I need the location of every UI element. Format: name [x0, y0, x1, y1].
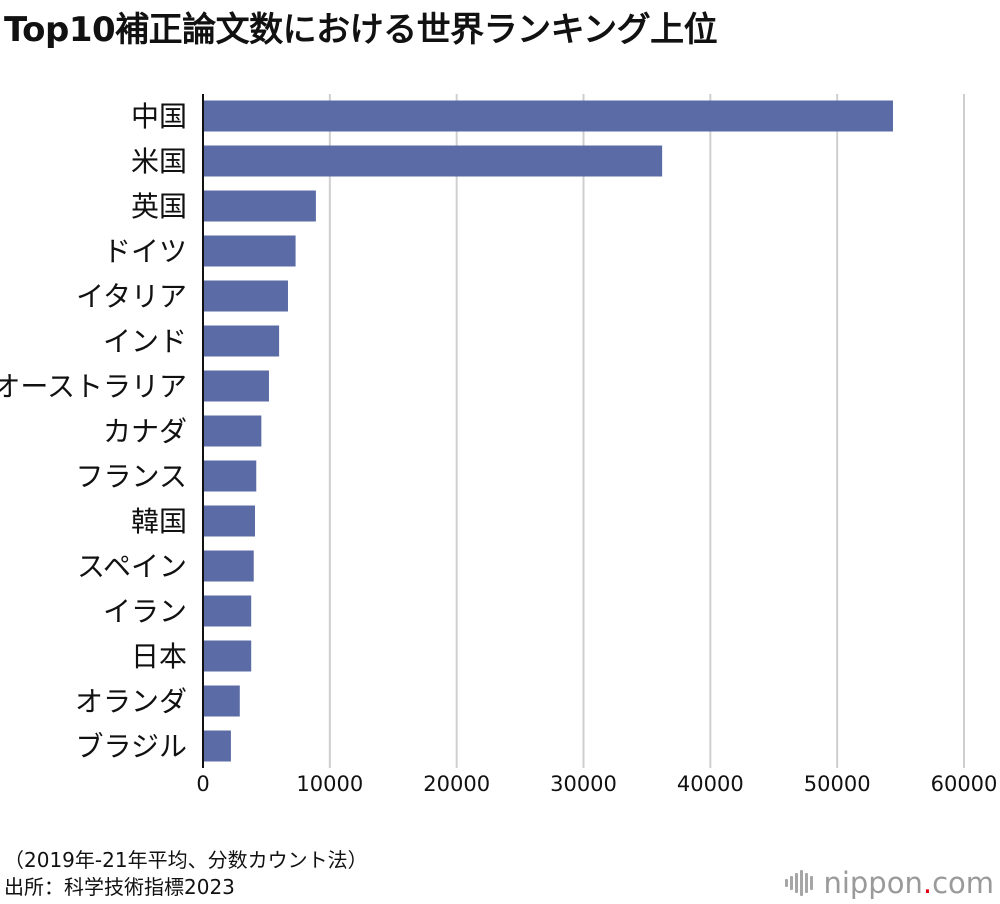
category-label: カナダ: [103, 415, 187, 448]
bar: [203, 145, 663, 177]
category-label: 中国: [131, 100, 187, 133]
category-label: 英国: [131, 190, 187, 223]
x-tick-label: 40000: [677, 772, 744, 796]
logo-dot: .: [922, 866, 933, 900]
x-tick-label: 50000: [804, 772, 871, 796]
bar: [203, 550, 254, 582]
bar: [203, 280, 288, 312]
logo-name: nippon: [823, 866, 923, 900]
category-label: 米国: [131, 145, 187, 178]
category-labels: 中国米国英国ドイツイタリアインドオーストラリアカナダフランス韓国スペインイラン日…: [0, 100, 187, 763]
bar: [203, 685, 240, 717]
logo-mark-icon: [785, 870, 815, 896]
bar: [203, 415, 262, 447]
bar: [203, 325, 280, 357]
category-label: フランス: [76, 460, 187, 493]
bars: [203, 100, 893, 762]
x-tick-label: 0: [196, 772, 209, 796]
bar: [203, 370, 269, 402]
x-tick-label: 30000: [550, 772, 617, 796]
category-label: インド: [103, 325, 187, 358]
chart-title: Top10補正論文数における世界ランキング上位: [4, 10, 718, 50]
category-label: スペイン: [77, 550, 187, 583]
x-tick-label: 20000: [423, 772, 490, 796]
footnote-note: （2019年-21年平均、分数カウント法）: [4, 848, 368, 872]
grid-lines: [328, 94, 965, 768]
bar: [203, 100, 893, 132]
category-label: 韓国: [131, 505, 187, 538]
logo-tld: com: [932, 866, 994, 900]
x-tick-label: 60000: [931, 772, 998, 796]
bar: [203, 730, 231, 762]
x-tick-label: 10000: [296, 772, 363, 796]
category-label: ブラジル: [76, 730, 187, 763]
bar: [203, 640, 252, 672]
bar: [203, 235, 296, 267]
bar-chart: 中国米国英国ドイツイタリアインドオーストラリアカナダフランス韓国スペインイラン日…: [0, 94, 997, 796]
category-label: オランダ: [75, 685, 187, 718]
bar: [203, 190, 316, 222]
category-label: オーストラリア: [0, 370, 187, 403]
bar: [203, 595, 252, 627]
category-label: ドイツ: [103, 235, 187, 268]
bar: [203, 460, 257, 492]
category-label: イラン: [103, 595, 187, 628]
category-label: 日本: [131, 640, 187, 673]
footnote-source: 出所：科学技術指標2023: [4, 875, 235, 899]
x-tick-labels: 0 10000 20000 30000 40000 50000 60000: [196, 772, 997, 796]
category-label: イタリア: [76, 280, 187, 313]
bar: [203, 505, 256, 537]
nippon-logo[interactable]: nippon. com: [785, 866, 994, 900]
